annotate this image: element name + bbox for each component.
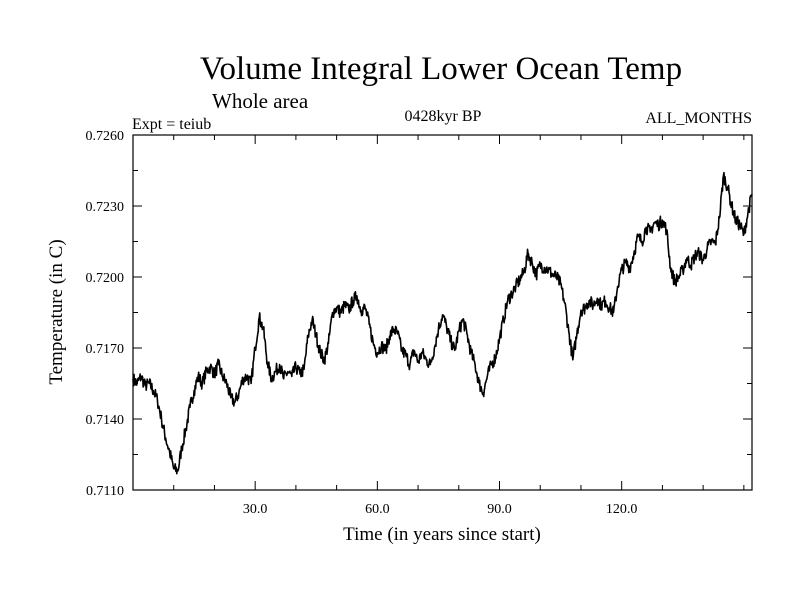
x-tick-label: 60.0 xyxy=(365,502,390,517)
x-axis-label: Time (in years since start) xyxy=(343,524,541,545)
plot-frame xyxy=(132,134,753,491)
series-line xyxy=(132,171,753,475)
x-axis-ticks: 30.0 60.0 90.0 120.0 xyxy=(173,135,745,517)
y-axis-ticks: 0.7110 0.7140 0.7170 0.7200 0.7230 0.7260 xyxy=(86,129,752,499)
months-label: ALL_MONTHS xyxy=(645,110,752,127)
period-label: 0428kyr BP xyxy=(405,108,482,125)
x-tick-label: 90.0 xyxy=(487,502,512,517)
y-tick-label: 0.7230 xyxy=(86,200,125,215)
y-tick-label: 0.7110 xyxy=(86,484,124,499)
y-tick-label: 0.7260 xyxy=(86,129,125,144)
series-layer xyxy=(132,171,753,475)
chart-subtitle: Whole area xyxy=(212,89,309,113)
y-tick-label: 0.7200 xyxy=(86,271,125,286)
chart-title: Volume Integral Lower Ocean Temp xyxy=(200,51,682,87)
y-tick-label: 0.7170 xyxy=(86,342,125,357)
y-axis-label: Temperature (in C) xyxy=(46,239,67,384)
y-tick-label: 0.7140 xyxy=(86,413,125,428)
x-tick-label: 30.0 xyxy=(243,502,268,517)
x-tick-label: 120.0 xyxy=(606,502,638,517)
expt-label: Expt = teiub xyxy=(132,116,211,133)
